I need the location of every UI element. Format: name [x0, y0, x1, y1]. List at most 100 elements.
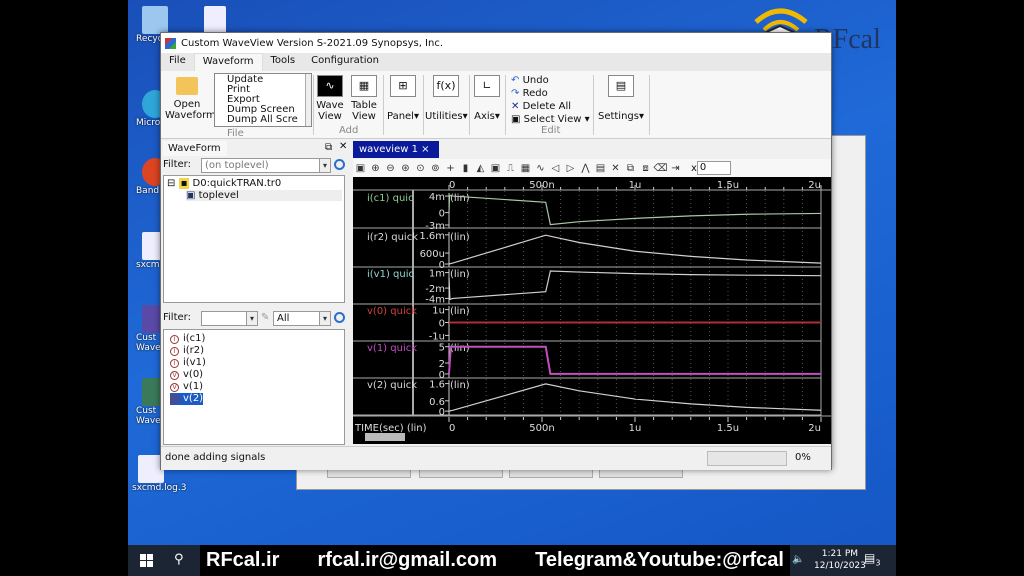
open-waveform-button[interactable]: Open Waveform	[165, 75, 216, 121]
notification-center-icon[interactable]: ▤3	[864, 551, 881, 568]
prev-icon[interactable]: ◁	[551, 162, 560, 174]
eraser-icon[interactable]: ⌫	[653, 162, 668, 174]
waveform-plot: 0 0 500n 500n 1u 1u 1.5u 1.5u 2u 2u TIME(sec) (lin…	[353, 177, 831, 444]
grid-icon[interactable]: ▦	[520, 162, 531, 174]
zoom-x-icon[interactable]: ⊙	[416, 162, 425, 174]
clock[interactable]: 1:21 PM 12/10/2023	[814, 548, 866, 572]
tree-node-root[interactable]: ⊟ ▪ D0:quickTRAN.tr0	[167, 178, 281, 189]
pulse-icon[interactable]: ⎍	[507, 162, 514, 174]
waveview-toolbar: ▣ ⊕ ⊖ ⊛ ⊙ ⊚ + ▮ ◭ ▣ ⎍ ▦ ∿ ◁ ▷ ⋀ ▤ ✕ ⧉ ⧈ ⌫ ⇥ x 0	[353, 159, 831, 177]
ungroup-icon[interactable]: ⧈	[642, 162, 649, 174]
delete-icon[interactable]: ✕	[611, 162, 620, 174]
menu-file[interactable]: File	[169, 55, 186, 66]
label: Axis	[474, 111, 495, 122]
tab-waveview-1[interactable]: waveview 1 ×	[353, 141, 439, 158]
undo-button[interactable]: ↶ Undo	[511, 75, 549, 86]
signal-name: v(2)	[183, 393, 204, 404]
icon-label: Band	[136, 186, 160, 196]
zoom-in-icon[interactable]: ⊕	[371, 162, 380, 174]
group-icon[interactable]: ⧉	[626, 162, 635, 174]
axis-button[interactable]: ∟ Axis▾	[471, 75, 503, 122]
export-icon[interactable]: ⇥	[671, 162, 680, 174]
measure-icon[interactable]: ◭	[476, 162, 485, 174]
utilities-button[interactable]: f(x) Utilities▾	[425, 75, 468, 122]
desktop-icon-file[interactable]	[198, 6, 228, 34]
wave-view-button[interactable]: ∿ Wave View	[315, 75, 345, 122]
status-message: done adding signals	[165, 452, 266, 463]
wave-icon[interactable]: ∿	[536, 162, 545, 174]
zoom-y-icon[interactable]: ⊚	[431, 162, 440, 174]
close-tab-icon[interactable]: ×	[421, 144, 430, 155]
panel-button[interactable]: ⊞ Panel▾	[385, 75, 421, 122]
next-icon[interactable]: ▷	[566, 162, 575, 174]
y-tick-label: 0.6	[429, 397, 445, 408]
x-tick-label-top: 0	[449, 180, 455, 191]
select-view-button[interactable]: ▣ Select View ▾	[511, 114, 590, 125]
function-icon: f(x)	[433, 75, 459, 97]
dump-all-screen-item[interactable]: Dump All Scre	[227, 114, 298, 125]
start-button[interactable]	[140, 554, 153, 567]
redo-button[interactable]: ↷ Redo	[511, 88, 548, 99]
table-view-button[interactable]: ▦ Table View	[349, 75, 379, 122]
cursor-icon[interactable]: +	[446, 162, 455, 174]
y-tick-label: 2	[439, 359, 445, 370]
float-icon[interactable]: ⧉	[325, 142, 333, 153]
table-icon: ▦	[351, 75, 377, 97]
volume-icon[interactable]: 🔈	[792, 554, 805, 565]
apply-filter-icon[interactable]	[334, 159, 345, 170]
stack-icon[interactable]: ▤	[595, 162, 606, 174]
collapse-icon[interactable]: ⊟	[167, 178, 176, 189]
chevron-down-icon[interactable]: ▾	[319, 159, 330, 172]
watermark-banner: RFcal.ir rfcal.ir@gmail.com Telegram&You…	[200, 545, 790, 576]
desktop-icon-sxcmd-log[interactable]: sxcmd.log.3	[132, 455, 192, 493]
label: D0:quickTRAN.tr0	[192, 178, 282, 189]
x-position-input[interactable]: 0	[696, 161, 731, 175]
divider	[313, 75, 314, 135]
delete-all-button[interactable]: ✕ Delete All	[511, 101, 571, 112]
apply-filter-icon[interactable]	[334, 312, 345, 323]
pin-icon[interactable]: ✎	[261, 312, 270, 323]
menu-configuration[interactable]: Configuration	[311, 55, 379, 66]
time: 1:21 PM	[821, 549, 859, 559]
x-axis-label: TIME(sec) (lin)	[354, 423, 427, 434]
x-tick-label-bottom: 2u	[808, 423, 821, 434]
zoom-area-icon[interactable]: ⊛	[401, 162, 410, 174]
desktop-icon-recycle-bin[interactable]: Recyc	[136, 6, 176, 44]
annotate-icon[interactable]: ▣	[490, 162, 501, 174]
filter-hierarchy-select[interactable]: (on toplevel) ▾	[201, 158, 331, 173]
search-icon[interactable]: ⚲	[174, 552, 184, 567]
tree-node-toplevel[interactable]: ▣ toplevel	[186, 190, 342, 201]
menu-waveform[interactable]: Waveform	[193, 53, 263, 71]
signal-type-select[interactable]: All ▾	[273, 311, 331, 326]
print-item[interactable]: Print	[227, 84, 251, 95]
update-item[interactable]: Update	[227, 74, 264, 85]
ribbon: Open Waveform Update Print Export Dump S…	[161, 71, 831, 139]
file-list-scrollbar[interactable]	[305, 74, 311, 126]
signal-filter-input[interactable]: ▾	[201, 311, 258, 326]
menu-tools[interactable]: Tools	[270, 55, 296, 66]
date: 12/10/2023	[814, 561, 866, 571]
settings-button[interactable]: ▤ Settings▾	[595, 75, 647, 122]
dump-screen-item[interactable]: Dump Screen	[227, 104, 295, 115]
fit-icon[interactable]: ▣	[355, 162, 366, 174]
edge-icon[interactable]: ⋀	[581, 162, 590, 174]
label: Delete All	[522, 101, 572, 112]
marker-icon[interactable]: ▮	[462, 162, 469, 174]
window-title: Custom WaveView Version S-2021.09 Synops…	[181, 37, 444, 49]
y-tick-label: 0	[439, 407, 445, 418]
scale-label: (lin)	[450, 380, 470, 391]
close-panel-icon[interactable]: ✕	[339, 141, 348, 152]
file-command-list[interactable]: Update Print Export Dump Screen Dump All…	[214, 73, 312, 127]
export-item[interactable]: Export	[227, 94, 260, 105]
zoom-out-icon[interactable]: ⊖	[386, 162, 395, 174]
chevron-down-icon[interactable]: ▾	[319, 312, 330, 325]
label: Undo	[522, 75, 549, 86]
chevron-down-icon[interactable]: ▾	[246, 312, 257, 325]
